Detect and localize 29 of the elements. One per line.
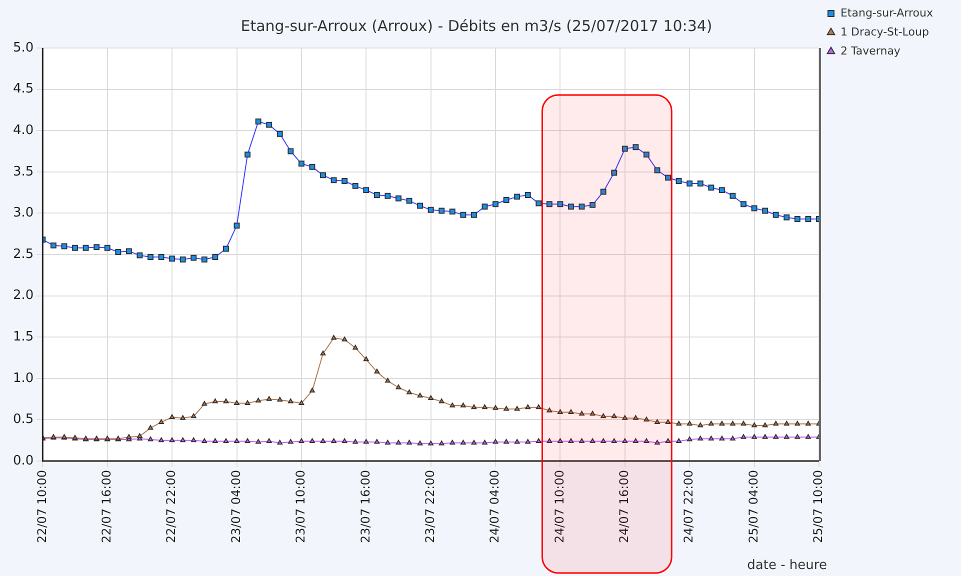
x-tick-label: 24/07 10:00: [552, 470, 566, 544]
legend-label: 1 Dracy-St-Loup: [840, 25, 929, 38]
y-tick-label: 2.5: [12, 246, 34, 262]
x-tick-label: 22/07 16:00: [99, 470, 114, 544]
legend-label: Etang-sur-Arroux: [840, 6, 934, 20]
y-tick-label: 3.0: [12, 206, 34, 221]
chart-title: Etang-sur-Arroux (Arroux) - Débits en m3/s (25/07/2017 10:34): [240, 16, 712, 35]
y-tick-label: 4.0: [12, 122, 34, 138]
x-tick-label: 24/07 16:00: [617, 470, 632, 544]
x-tick-label: 22/07 10:00: [34, 470, 49, 544]
y-tick-label: 1.5: [12, 329, 34, 344]
x-tick-label: 25/07 04:00: [746, 470, 760, 544]
x-tick-label: 23/07 04:00: [228, 470, 243, 544]
y-tick-label: 2.0: [12, 288, 34, 304]
x-tick-label: 24/07 22:00: [682, 470, 696, 544]
y-tick-label: 5.0: [12, 40, 34, 56]
y-tick-label: 4.5: [12, 82, 34, 97]
y-tick-label: 1.0: [12, 370, 34, 386]
x-tick-label: 24/07 04:00: [488, 470, 502, 544]
x-tick-label: 22/07 22:00: [164, 470, 178, 544]
x-tick-label: 23/07 10:00: [294, 470, 308, 544]
x-tick-label: 23/07 22:00: [422, 470, 437, 544]
x-tick-label: 23/07 16:00: [358, 470, 372, 544]
y-tick-label: 3.5: [12, 164, 34, 180]
x-axis-title: date - heure: [747, 558, 827, 573]
y-tick-label: 0.5: [12, 412, 34, 428]
legend-label: 2 Tavernay: [840, 44, 901, 58]
x-tick-label: 25/07 10:00: [811, 470, 826, 544]
y-tick-label: 0.0: [12, 453, 34, 468]
